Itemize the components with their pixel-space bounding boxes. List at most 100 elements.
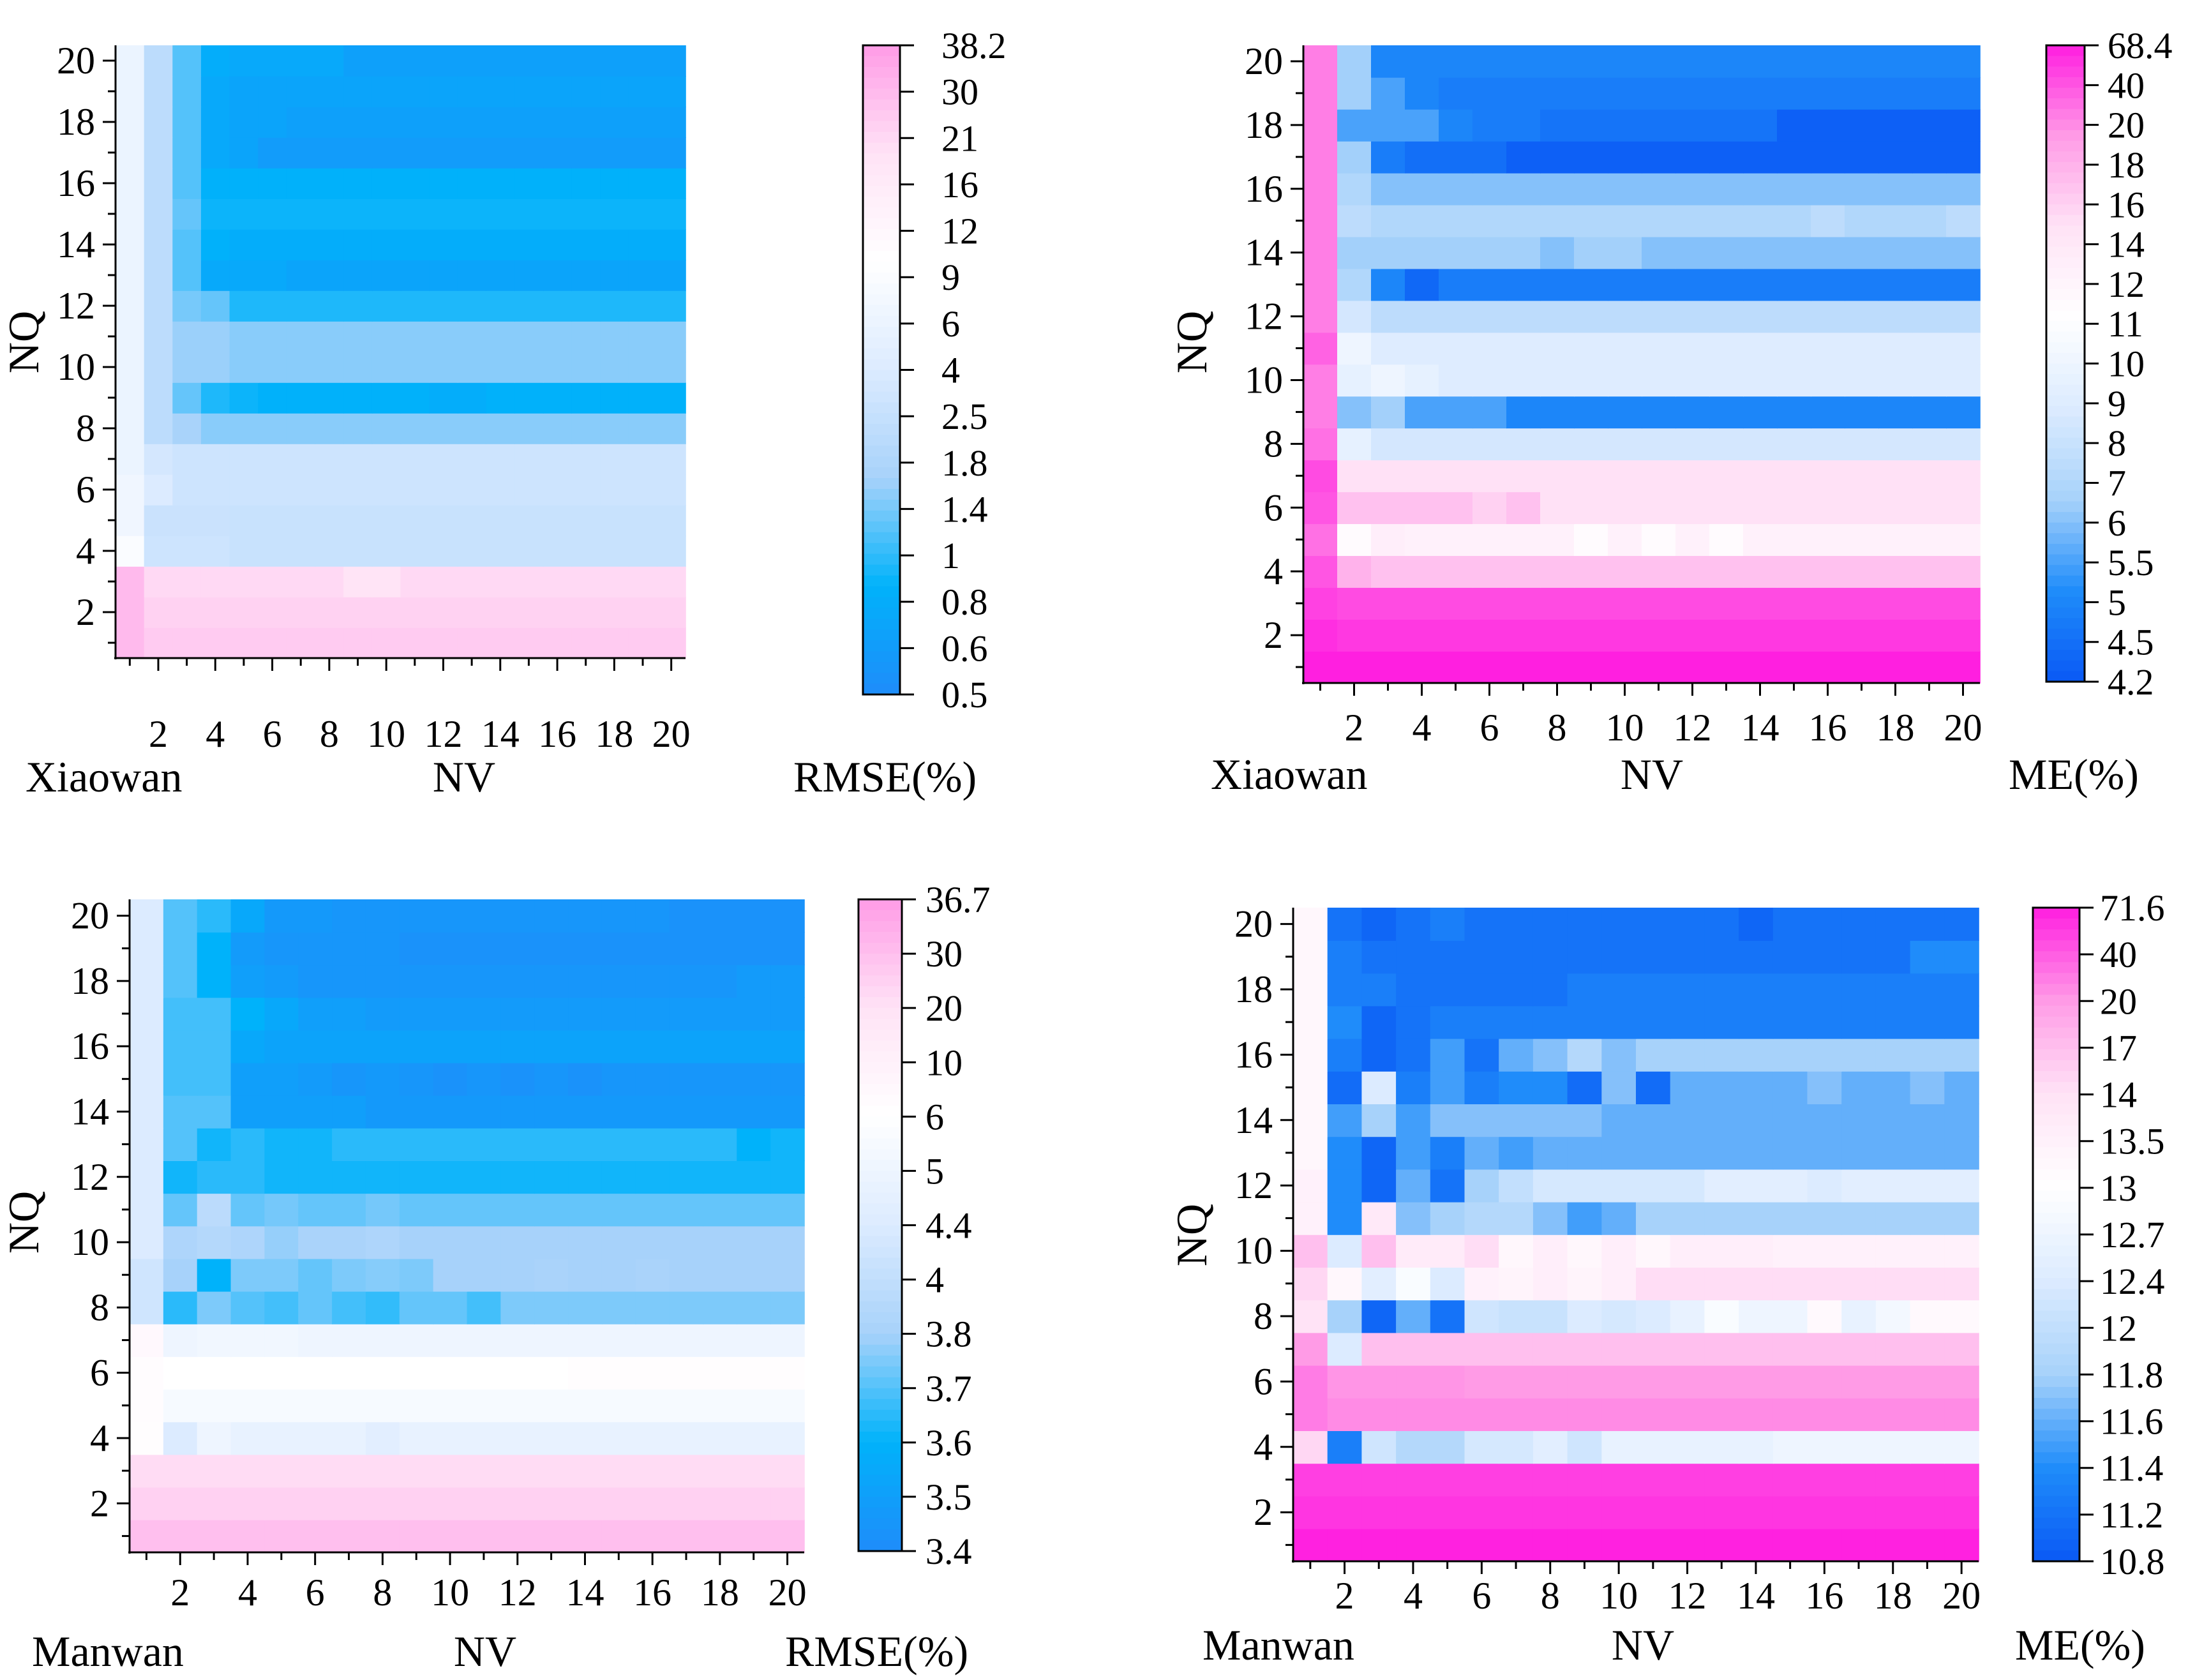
- heatmap-cell: [1743, 332, 1778, 365]
- colorbar-tick-label: 20: [925, 987, 963, 1029]
- heatmap-cell: [486, 199, 515, 230]
- heatmap-cell: [628, 566, 658, 597]
- heatmap-cell: [500, 1389, 535, 1423]
- colorbar-segment: [863, 662, 900, 673]
- heatmap-cell: [600, 474, 629, 506]
- heatmap-cell: [332, 1389, 366, 1423]
- heatmap-cell: [298, 1519, 333, 1553]
- heatmap-cell: [1636, 1365, 1671, 1399]
- colorbar-segment: [863, 435, 900, 446]
- heatmap-cell: [486, 444, 515, 475]
- heatmap-cell: [1396, 1104, 1431, 1137]
- heatmap-cell: [200, 199, 230, 230]
- heatmap-cell: [1371, 460, 1405, 493]
- heatmap-cell: [600, 536, 629, 567]
- colorbar-segment: [2033, 1212, 2079, 1224]
- heatmap-cell: [1293, 1169, 1328, 1203]
- heatmap-cell: [365, 1356, 400, 1390]
- heatmap-cell: [1944, 1005, 1979, 1039]
- colorbar-segment: [858, 1095, 902, 1107]
- heatmap-cell: [737, 1323, 771, 1357]
- heatmap-cell: [1532, 1463, 1568, 1497]
- heatmap-cell: [1675, 140, 1710, 174]
- heatmap-cell: [1636, 1430, 1671, 1464]
- heatmap-cell: [1472, 428, 1507, 461]
- heatmap-cell: [200, 290, 230, 322]
- heatmap-cell: [400, 76, 430, 107]
- colorbar-segment: [863, 402, 900, 414]
- heatmap-cells: [1303, 45, 1981, 684]
- colorbar-segment: [2046, 246, 2085, 259]
- colorbar-segment: [858, 1518, 902, 1530]
- heatmap-cell: [1506, 204, 1541, 237]
- heatmap-cell: [1293, 1136, 1328, 1170]
- heatmap-cell: [1944, 1300, 1979, 1333]
- colorbar-segment: [2046, 416, 2085, 428]
- heatmap-cell: [1506, 555, 1541, 588]
- heatmap-cell: [1878, 236, 1913, 269]
- y-tick-label: 14: [1234, 1099, 1273, 1141]
- heatmap-cell: [1946, 77, 1981, 110]
- heatmap-cell: [1777, 172, 1811, 206]
- colorbar-tick-label: 6: [925, 1096, 944, 1137]
- colorbar-tick-label: 4.2: [2108, 661, 2154, 703]
- colorbar-tick-label: 6: [941, 303, 960, 345]
- heatmap-cell: [1464, 1463, 1499, 1497]
- heatmap-cell: [1841, 1496, 1877, 1529]
- heatmap-cell: [1910, 1398, 1945, 1431]
- heatmap-cell: [1704, 1136, 1739, 1170]
- colorbar-segment: [2033, 1256, 2079, 1268]
- colorbar-segment: [858, 1366, 902, 1378]
- heatmap-cell: [1777, 619, 1811, 652]
- heatmap-cell: [1506, 587, 1541, 620]
- heatmap-cell: [1327, 973, 1363, 1007]
- heatmap-cell: [298, 964, 333, 998]
- colorbar-tick-label: 40: [2100, 934, 2137, 975]
- heatmap-cell: [172, 168, 202, 199]
- colorbar-tick-label: 30: [925, 933, 963, 975]
- heatmap-cell: [568, 899, 603, 933]
- heatmap-cell: [1743, 268, 1778, 301]
- heatmap-cell: [1777, 236, 1811, 269]
- x-tick-label: 8: [373, 1571, 392, 1614]
- heatmap-cell: [568, 1519, 603, 1553]
- colorbar-tick-label: 9: [941, 257, 960, 298]
- colorbar-segment: [2033, 1005, 2079, 1017]
- heatmap-cell: [703, 964, 738, 998]
- heatmap-cell: [1841, 1136, 1877, 1170]
- heatmap-cell: [1499, 1528, 1534, 1562]
- heatmap-cell: [315, 444, 344, 475]
- heatmap-cell: [371, 76, 401, 107]
- colorbar-segment: [2033, 1474, 2079, 1486]
- heatmap-cell: [286, 352, 316, 383]
- heatmap-cell: [568, 1323, 603, 1357]
- heatmap-cell: [1704, 1169, 1739, 1203]
- heatmap-cell: [1811, 523, 1845, 556]
- heatmap-cell: [1772, 940, 1808, 974]
- heatmap-cell: [433, 1062, 468, 1096]
- heatmap-cell: [1878, 364, 1913, 397]
- heatmap-cell: [229, 382, 259, 414]
- colorbar-segment: [858, 1160, 902, 1172]
- heatmap-cell: [1506, 523, 1541, 556]
- heatmap-cell: [534, 1193, 569, 1227]
- heatmap-cell: [1777, 45, 1811, 78]
- colorbar-tick-label: 14: [2100, 1074, 2137, 1116]
- colorbar-segment: [858, 1431, 902, 1443]
- heatmap-cell: [332, 1454, 366, 1488]
- heatmap-cell: [1464, 1234, 1499, 1268]
- heatmap-cell: [365, 899, 400, 933]
- heatmap-cell: [1739, 1038, 1774, 1072]
- heatmap-cell: [1396, 1267, 1431, 1301]
- heatmap-cells: [1293, 908, 1979, 1562]
- colorbar-segment: [2033, 1158, 2079, 1170]
- heatmap-cell: [703, 1226, 738, 1259]
- heatmap-cell: [635, 1421, 670, 1455]
- heatmap-cell: [144, 290, 174, 322]
- heatmap-cell: [1303, 109, 1338, 142]
- heatmap-cell: [433, 1095, 468, 1129]
- heatmap-cell: [332, 1095, 366, 1129]
- heatmap-cell: [365, 1062, 400, 1096]
- heatmap-cell: [1601, 1496, 1637, 1529]
- heatmap-cell: [1642, 332, 1676, 365]
